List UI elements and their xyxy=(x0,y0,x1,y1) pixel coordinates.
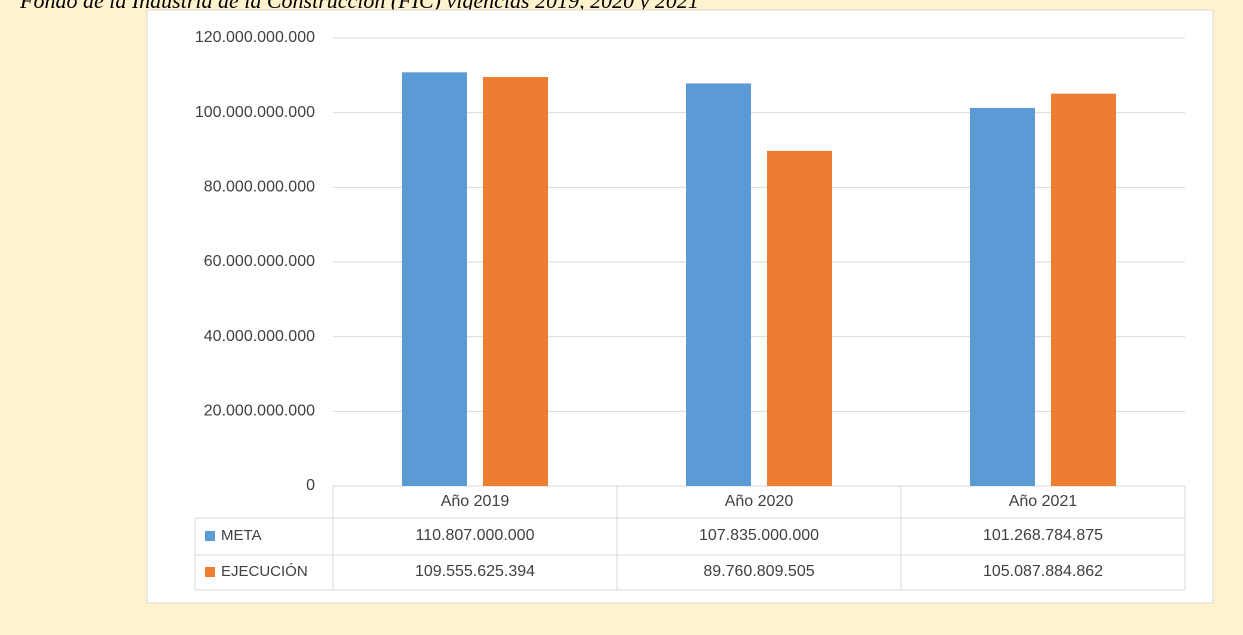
bar xyxy=(483,76,548,486)
y-tick-label: 40.000.000.000 xyxy=(204,328,315,345)
data-table-value: 109.555.625.394 xyxy=(415,563,535,580)
legend-swatch xyxy=(205,567,215,577)
y-tick-label: 0 xyxy=(306,477,315,494)
y-tick-label: 120.000.000.000 xyxy=(195,29,315,46)
y-tick-label: 20.000.000.000 xyxy=(204,403,315,420)
x-tick-label: Año 2020 xyxy=(725,493,794,510)
data-table-value: 105.087.884.862 xyxy=(983,563,1103,580)
bar xyxy=(686,83,751,486)
bar xyxy=(1051,93,1116,486)
chart-frame xyxy=(146,9,1214,604)
bar xyxy=(402,72,467,487)
x-tick-label: Año 2019 xyxy=(441,493,510,510)
bar xyxy=(970,107,1035,486)
bar xyxy=(767,150,832,486)
data-table-value: 107.835.000.000 xyxy=(699,527,819,544)
legend-label: META xyxy=(221,527,262,544)
y-tick-label: 60.000.000.000 xyxy=(204,253,315,270)
y-tick-label: 80.000.000.000 xyxy=(204,179,315,196)
legend-label: EJECUCIÓN xyxy=(221,563,308,580)
y-tick-label: 100.000.000.000 xyxy=(195,104,315,121)
data-table-value: 110.807.000.000 xyxy=(416,527,535,544)
data-table-lines xyxy=(194,486,1186,591)
legend-swatch xyxy=(205,531,215,541)
x-tick-label: Año 2021 xyxy=(1009,493,1078,510)
data-table-value: 101.268.784.875 xyxy=(983,527,1103,544)
data-table-value: 89.760.809.505 xyxy=(703,563,814,580)
